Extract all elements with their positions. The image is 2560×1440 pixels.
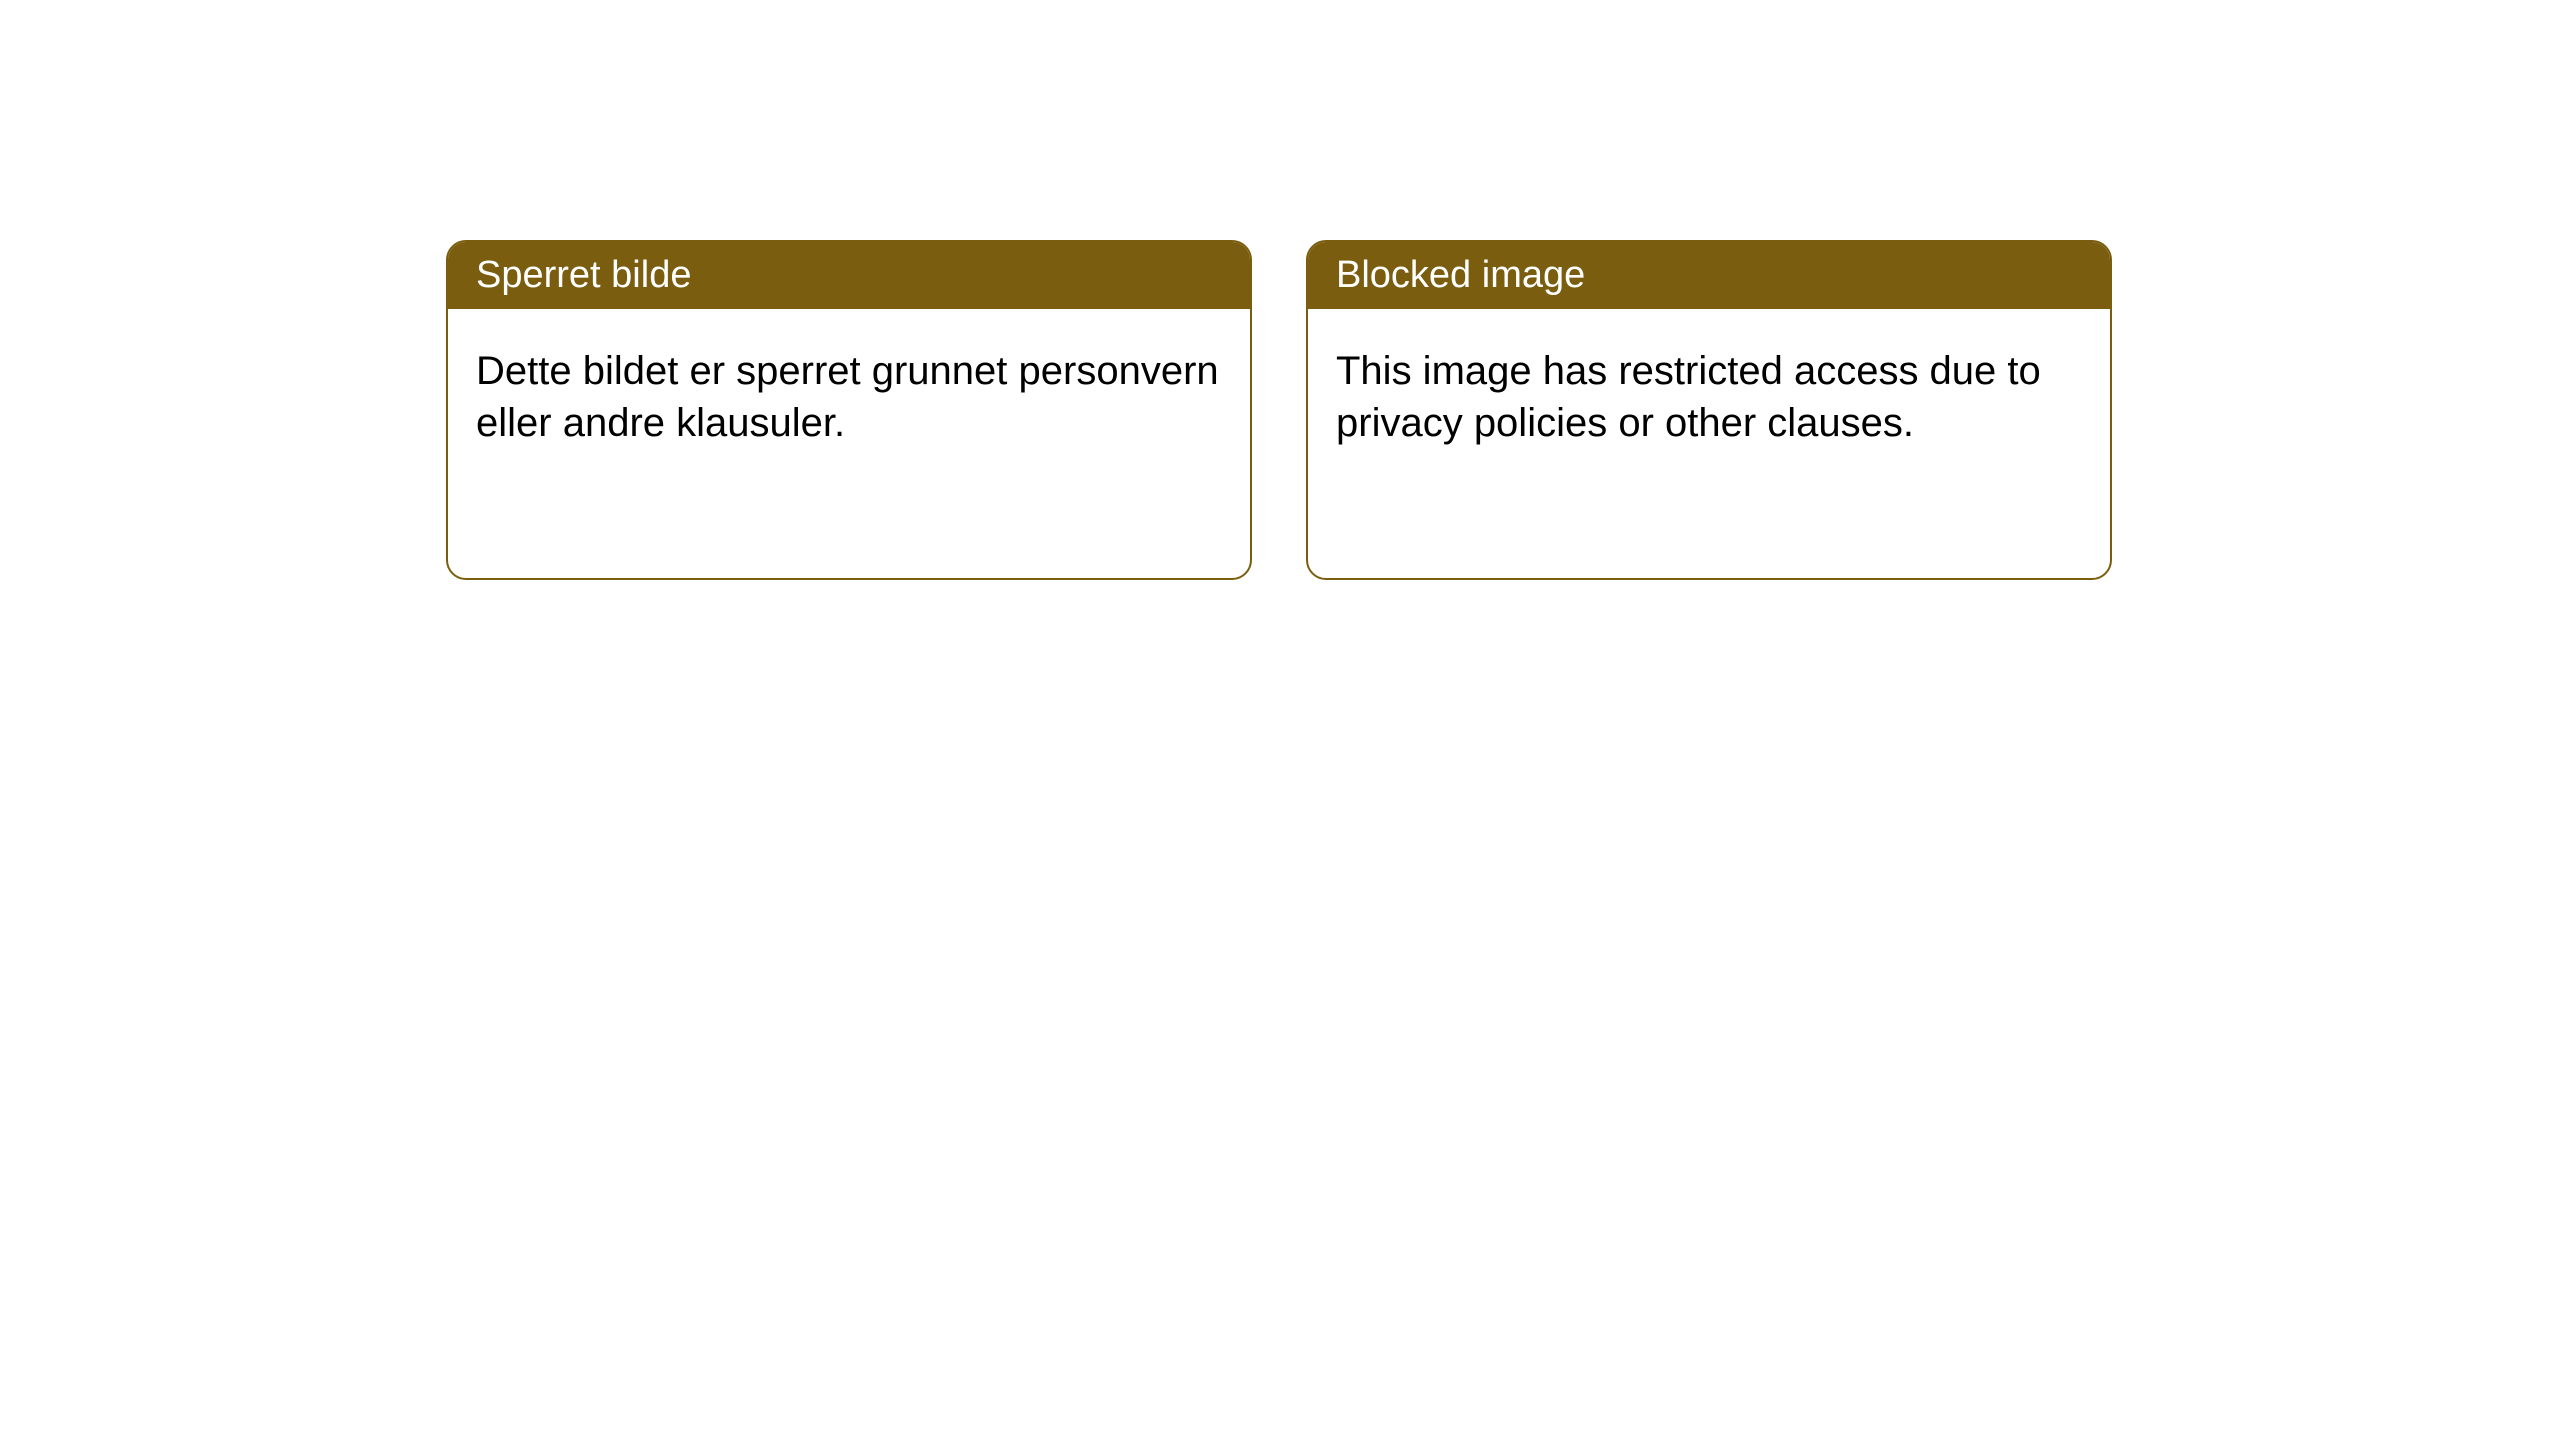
card-header: Sperret bilde [448, 242, 1250, 309]
card-title: Blocked image [1336, 254, 1585, 296]
card-header: Blocked image [1308, 242, 2110, 309]
notice-card-english: Blocked image This image has restricted … [1306, 240, 2112, 580]
card-body: This image has restricted access due to … [1308, 309, 2110, 485]
notice-cards-container: Sperret bilde Dette bildet er sperret gr… [0, 0, 2560, 580]
notice-card-norwegian: Sperret bilde Dette bildet er sperret gr… [446, 240, 1252, 580]
card-title: Sperret bilde [476, 254, 691, 296]
card-body-text: Dette bildet er sperret grunnet personve… [476, 349, 1219, 445]
card-body: Dette bildet er sperret grunnet personve… [448, 309, 1250, 485]
card-body-text: This image has restricted access due to … [1336, 349, 2041, 445]
